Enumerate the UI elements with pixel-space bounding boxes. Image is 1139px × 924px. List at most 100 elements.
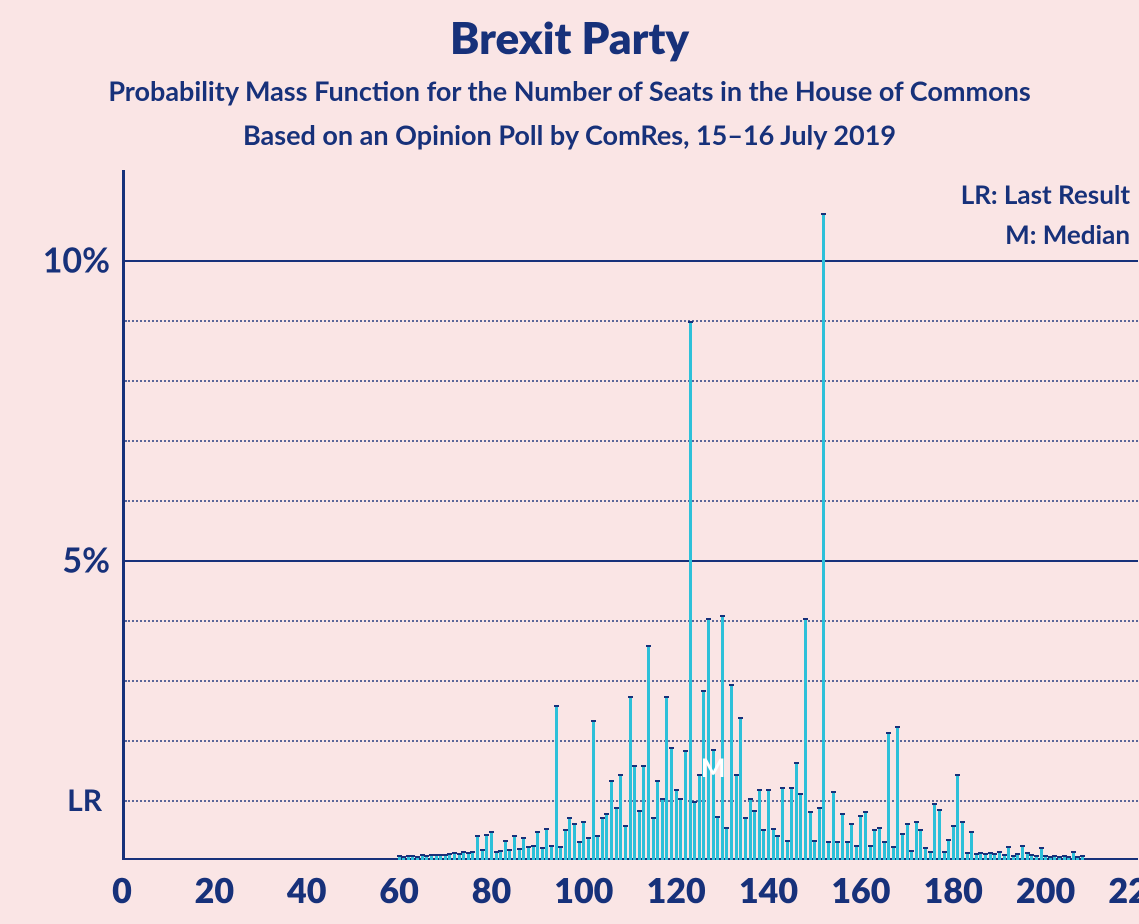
bar bbox=[499, 852, 502, 860]
bar bbox=[1049, 858, 1052, 860]
bar-cap bbox=[512, 835, 517, 837]
bar-cap bbox=[651, 817, 656, 819]
bar-cap bbox=[688, 321, 693, 323]
bar-cap bbox=[567, 817, 572, 819]
x-tick-label: 160 bbox=[831, 870, 890, 911]
bar-cap bbox=[886, 732, 891, 734]
bar-cap bbox=[724, 827, 729, 829]
bar bbox=[776, 837, 779, 860]
bar bbox=[559, 848, 562, 860]
bar bbox=[744, 819, 747, 860]
bar bbox=[739, 719, 742, 860]
x-tick-label: 80 bbox=[472, 870, 511, 911]
bar bbox=[841, 815, 844, 860]
bar-cap bbox=[854, 845, 859, 847]
bar bbox=[573, 825, 576, 860]
bar bbox=[929, 853, 932, 860]
bar-cap bbox=[794, 762, 799, 764]
bar bbox=[984, 855, 987, 860]
bar bbox=[670, 749, 673, 860]
bar bbox=[795, 764, 798, 860]
y-tick-label: 5% bbox=[62, 540, 110, 581]
bar bbox=[416, 858, 419, 860]
bar bbox=[550, 847, 553, 860]
bar-cap bbox=[785, 840, 790, 842]
bar-cap bbox=[1066, 856, 1071, 858]
y-axis bbox=[122, 170, 125, 860]
bar-cap bbox=[535, 831, 540, 833]
bar-cap bbox=[840, 813, 845, 815]
bar-cap bbox=[470, 851, 475, 853]
bar bbox=[924, 849, 927, 860]
bar-cap bbox=[812, 840, 817, 842]
bar bbox=[915, 823, 918, 860]
bar-cap bbox=[766, 789, 771, 791]
bar-cap bbox=[895, 726, 900, 728]
bar-cap bbox=[498, 850, 503, 852]
bar-cap bbox=[531, 845, 536, 847]
bar-cap bbox=[955, 774, 960, 776]
bar bbox=[836, 843, 839, 860]
bar bbox=[813, 842, 816, 860]
bar bbox=[592, 722, 595, 860]
bar bbox=[979, 854, 982, 860]
bar bbox=[846, 843, 849, 860]
bar bbox=[601, 819, 604, 860]
bar-cap bbox=[1011, 855, 1016, 857]
bar bbox=[906, 825, 909, 860]
bar-cap bbox=[678, 798, 683, 800]
x-tick-label: 40 bbox=[287, 870, 326, 911]
bar bbox=[735, 776, 738, 860]
bar-cap bbox=[909, 850, 914, 852]
bar-cap bbox=[761, 829, 766, 831]
bar-cap bbox=[863, 811, 868, 813]
bar bbox=[1044, 857, 1047, 860]
bar bbox=[545, 830, 548, 860]
legend-m: M: Median bbox=[961, 218, 1130, 250]
bar bbox=[758, 791, 761, 860]
bar-cap bbox=[752, 810, 757, 812]
bar bbox=[471, 853, 474, 860]
x-tick-label: 20 bbox=[195, 870, 234, 911]
bar bbox=[504, 842, 507, 860]
bar bbox=[799, 795, 802, 860]
bar bbox=[873, 831, 876, 860]
bar-cap bbox=[674, 789, 679, 791]
bar-cap bbox=[1039, 847, 1044, 849]
bar bbox=[481, 851, 484, 860]
bar bbox=[522, 839, 525, 860]
bar bbox=[827, 843, 830, 860]
bar-cap bbox=[757, 789, 762, 791]
bar bbox=[998, 853, 1001, 860]
bar-cap bbox=[923, 847, 928, 849]
bar bbox=[633, 767, 636, 860]
bar bbox=[910, 852, 913, 860]
median-marker: M bbox=[701, 751, 726, 783]
bar-cap bbox=[581, 821, 586, 823]
bar bbox=[730, 686, 733, 860]
bar bbox=[993, 855, 996, 860]
bar-cap bbox=[628, 696, 633, 698]
bar bbox=[947, 841, 950, 860]
bar-cap bbox=[586, 837, 591, 839]
bar-cap bbox=[803, 618, 808, 620]
bar bbox=[536, 833, 539, 860]
bar bbox=[855, 847, 858, 860]
bar bbox=[407, 857, 410, 860]
bar bbox=[398, 857, 401, 860]
bar-cap bbox=[540, 847, 545, 849]
bar-cap bbox=[618, 774, 623, 776]
bar bbox=[564, 831, 567, 860]
bar bbox=[883, 843, 886, 860]
bar-cap bbox=[720, 615, 725, 617]
chart-title: Brexit Party bbox=[0, 12, 1139, 64]
bar bbox=[490, 833, 493, 860]
bar bbox=[818, 809, 821, 860]
bar bbox=[693, 803, 696, 860]
bar bbox=[453, 854, 456, 860]
bar bbox=[458, 855, 461, 860]
bar bbox=[961, 823, 964, 860]
bar-cap bbox=[577, 841, 582, 843]
bar bbox=[1030, 856, 1033, 860]
bar-cap bbox=[1034, 855, 1039, 857]
